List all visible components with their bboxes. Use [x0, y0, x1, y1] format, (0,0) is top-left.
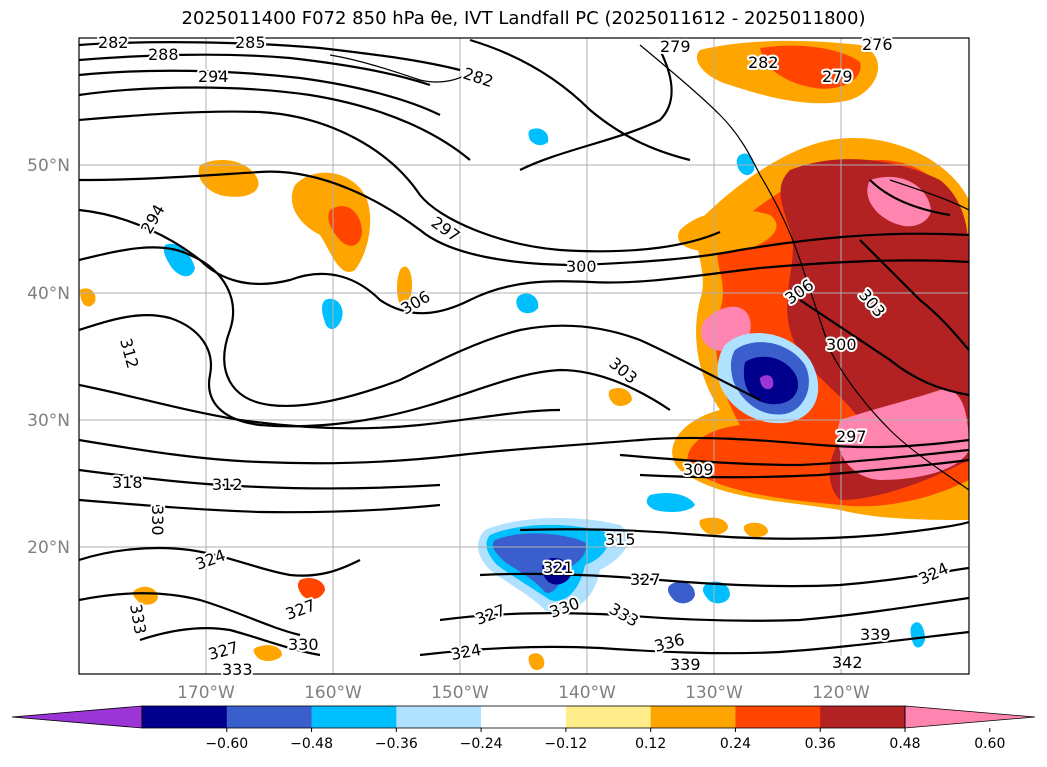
- colorbar-tick-label: −0.24: [460, 736, 503, 752]
- gridlines: [79, 38, 969, 674]
- shade-blue-sub: [492, 533, 586, 594]
- colorbar-frame: [141, 705, 906, 729]
- colorbar-bin: [142, 706, 228, 728]
- shade-blue-nw-3: [516, 293, 539, 314]
- shade-navy-sub: [542, 558, 572, 585]
- shade-blue-nw-2: [322, 298, 343, 330]
- map-title: 2025011400 F072 850 hPa θe, IVT Landfall…: [181, 8, 866, 29]
- lat-label-40n: 40°N: [27, 284, 70, 304]
- shade-blue-nw-1: [163, 243, 195, 277]
- shade-orange-sw-4: [608, 388, 632, 406]
- contour-label: 282: [748, 53, 779, 72]
- contour-label: 327: [630, 570, 661, 589]
- contour-label: 282: [98, 33, 129, 52]
- contour-label: 330: [288, 635, 319, 654]
- shade-orange-central-3: [397, 266, 412, 307]
- shade-skyblue-sub-2: [646, 493, 695, 513]
- lat-label-20n: 20°N: [27, 538, 70, 558]
- theta-e-contours: [79, 38, 969, 657]
- shade-orange-sw-6: [743, 522, 768, 538]
- colorbar-bin: [481, 706, 567, 728]
- lat-label-30n: 30°N: [27, 411, 70, 431]
- colorbar-tick-label: 0.36: [805, 736, 836, 752]
- colorbar-bin: [735, 706, 821, 728]
- contour-label: 276: [862, 35, 893, 54]
- contour-label: 312: [212, 475, 243, 494]
- shade-orange-sw-1: [297, 578, 325, 600]
- colorbar-bin: [396, 706, 482, 728]
- colorbar-tick-label: −0.48: [290, 736, 333, 752]
- lon-label-150w: 150°W: [431, 683, 489, 703]
- coastlines: [329, 44, 969, 491]
- colorbar-bin: [311, 706, 397, 728]
- contour-label: 321: [543, 558, 574, 577]
- lon-label-140w: 140°W: [558, 683, 616, 703]
- lon-label-170w: 170°W: [177, 683, 235, 703]
- contour-label: 285: [235, 33, 266, 52]
- contour-label: 294: [198, 67, 229, 86]
- colorbar-bin: [650, 706, 736, 728]
- colorbar-bin: [565, 706, 652, 728]
- shade-orange-central-2: [198, 160, 259, 197]
- shade-red-alaska: [760, 45, 861, 89]
- shade-orange-coast-n: [678, 210, 777, 253]
- colorbar-extend-high: [904, 705, 1036, 729]
- contour-label: 279: [660, 37, 691, 56]
- lon-label-130w: 130°W: [685, 683, 743, 703]
- colorbar-tick-label: −0.12: [544, 736, 587, 752]
- colorbar-extend-low: [11, 705, 143, 729]
- shade-skyblue-sub-4: [702, 581, 730, 604]
- contour-label: 333: [222, 660, 253, 679]
- contour-label: 339: [860, 625, 891, 644]
- contour-label: 300: [566, 257, 597, 276]
- colorbar-tick-label: −0.36: [375, 736, 418, 752]
- lon-label-160w: 160°W: [304, 683, 362, 703]
- map-frame: [78, 37, 970, 675]
- contour-label: 309: [683, 460, 714, 479]
- colorbar: −0.60 −0.48 −0.36 −0.24 −0.12 0.12 0.24 0.36 0.4…: [11, 705, 1036, 752]
- shade-blue-nw-5: [736, 153, 755, 176]
- shade-red-central-1: [328, 206, 362, 246]
- shade-orange-sw-2: [132, 586, 158, 605]
- colorbar-tick-label: 0.24: [720, 736, 751, 752]
- colorbar-bin: [226, 706, 313, 728]
- lon-label-120w: 120°W: [812, 683, 870, 703]
- contour-label: 300: [826, 335, 857, 354]
- contour-label: 288: [148, 45, 179, 64]
- contour-label: 297: [836, 427, 867, 446]
- shade-pink-coast-2: [837, 389, 969, 480]
- contour-label: 318: [112, 473, 143, 492]
- contour-label: 339: [670, 655, 701, 674]
- contour-label: 279: [822, 67, 853, 86]
- shade-pink-coast-1: [867, 176, 931, 227]
- colorbar-tick-label: 0.60: [974, 736, 1005, 752]
- colorbar-tick-label: 0.12: [635, 736, 666, 752]
- contour-label: 330: [148, 505, 167, 536]
- shade-skyblue-sub-3: [667, 581, 695, 604]
- lat-labels: 50°N 40°N 30°N 20°N: [27, 156, 70, 558]
- shade-blue-nw-4: [528, 128, 549, 146]
- lat-label-50n: 50°N: [27, 156, 70, 176]
- colorbar-tick-label: 0.48: [889, 736, 920, 752]
- shade-blue-far-se: [910, 622, 925, 648]
- shade-orange-sw-3: [253, 645, 282, 661]
- colorbar-bin: [820, 706, 906, 728]
- shade-purple-cal: [760, 375, 774, 390]
- lon-labels: 170°W 160°W 150°W 140°W 130°W 120°W: [177, 683, 870, 703]
- contour-label: 315: [605, 530, 636, 549]
- shade-orange-sw-7: [528, 653, 545, 671]
- contour-label: 342: [832, 653, 863, 672]
- colorbar-tick-label: −0.60: [205, 736, 248, 752]
